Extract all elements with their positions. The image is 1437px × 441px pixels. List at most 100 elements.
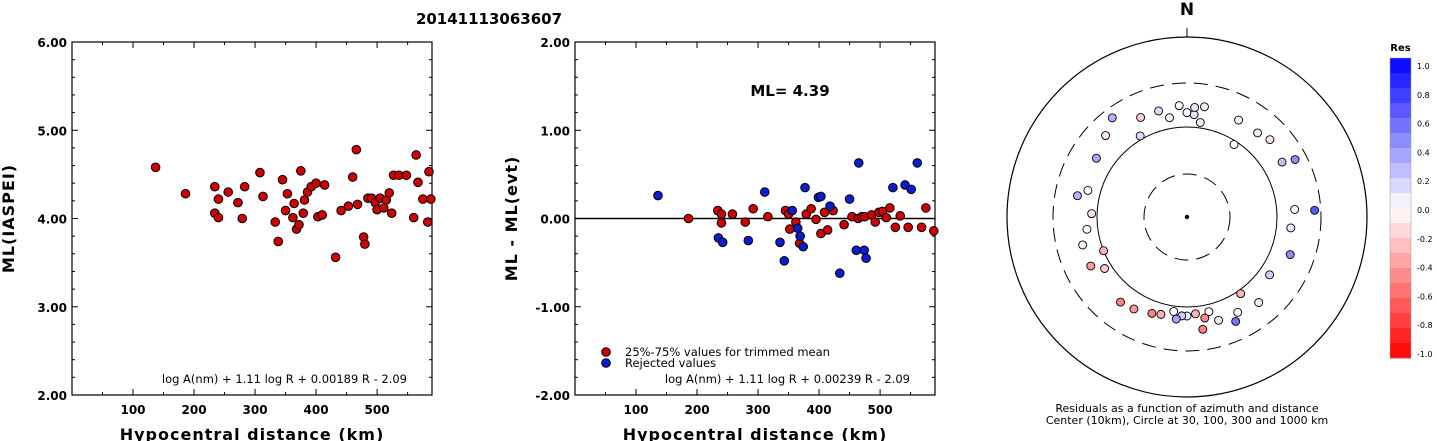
colorbar-segment xyxy=(1390,73,1411,89)
colorbar-segment xyxy=(1390,193,1411,209)
colorbar-segment xyxy=(1390,238,1411,254)
data-point xyxy=(408,212,419,223)
x-tick-label: 300 xyxy=(243,403,268,417)
station-residual-point xyxy=(1136,113,1146,122)
station-residual-point xyxy=(1083,185,1093,195)
data-point xyxy=(255,167,265,178)
colorbar-tick-label: -0.8 xyxy=(1417,321,1433,330)
trimmed-mean-point xyxy=(839,219,849,230)
trimmed-mean-point xyxy=(870,217,881,227)
trimmed-mean-point xyxy=(784,224,795,234)
rejected-point xyxy=(800,182,810,193)
x-tick-label: 400 xyxy=(304,403,329,417)
colorbar-segment xyxy=(1390,88,1411,104)
station-residual-point xyxy=(1086,261,1096,271)
station-residual-point xyxy=(1195,118,1205,127)
trimmed-mean-point xyxy=(921,203,931,213)
colorbar-tick-label: -0.4 xyxy=(1417,264,1433,273)
figure-title: 20141113063607 xyxy=(416,10,562,28)
rejected-point xyxy=(888,182,898,193)
data-point xyxy=(213,212,224,223)
station-residual-point xyxy=(1254,298,1264,307)
plot-frame xyxy=(71,41,433,396)
rejected-point xyxy=(717,237,728,248)
formula-label: log A(nm) + 1.11 log R + 0.00189 R - 2.0… xyxy=(162,372,407,386)
trimmed-mean-point xyxy=(885,203,895,213)
data-point xyxy=(317,210,327,220)
trimmed-mean-point xyxy=(716,209,727,219)
trimmed-mean-point xyxy=(881,212,891,223)
data-point xyxy=(213,194,224,204)
colorbar-segment xyxy=(1390,298,1411,314)
y-tick-label: 0.00 xyxy=(540,213,570,227)
colorbar-frame xyxy=(1389,57,1412,359)
rejected-point xyxy=(792,223,803,234)
ml-annotation: ML= 4.39 xyxy=(750,82,829,100)
rejected-point xyxy=(775,237,785,248)
data-point xyxy=(418,194,428,204)
station-residual-point xyxy=(1265,270,1275,280)
data-point xyxy=(336,205,346,216)
data-point xyxy=(351,144,362,155)
y-tick-label: 4.00 xyxy=(37,213,67,227)
colorbar-tick-label: 1.0 xyxy=(1417,62,1430,71)
y-axis-label: ML - ML(evt) xyxy=(502,156,521,282)
colorbar-segment xyxy=(1390,133,1411,149)
data-point xyxy=(352,199,363,210)
y-tick-label: -1.00 xyxy=(535,301,570,315)
colorbar-segment xyxy=(1390,148,1411,164)
legend-label: 25%-75% values for trimmed mean xyxy=(625,345,830,359)
data-point xyxy=(360,239,370,249)
station-residual-point xyxy=(1082,224,1092,234)
trimmed-mean-point xyxy=(903,222,913,233)
data-point xyxy=(386,208,397,219)
rejected-point xyxy=(743,235,754,246)
data-point xyxy=(330,252,341,263)
colorbar-segment xyxy=(1390,283,1411,299)
polar-caption-line2: Center (10km), Circle at 30, 100, 300 an… xyxy=(1046,414,1328,427)
rejected-point xyxy=(853,158,864,168)
trimmed-mean-point xyxy=(806,203,816,214)
station-residual-point xyxy=(1129,304,1139,314)
colorbar-tick-label: 0.8 xyxy=(1417,91,1430,100)
station-residual-point xyxy=(1214,315,1224,325)
trimmed-mean-point xyxy=(928,226,939,236)
station-residual-point xyxy=(1156,309,1166,319)
station-residual-point xyxy=(1087,209,1097,219)
x-tick-label: 500 xyxy=(868,403,893,417)
station-residual-point xyxy=(1091,153,1101,163)
station-residual-point xyxy=(1253,128,1263,138)
rejected-point xyxy=(779,256,790,266)
rejected-point xyxy=(798,241,809,252)
legend-label: Rejected values xyxy=(625,356,716,370)
colorbar-segment xyxy=(1390,163,1411,179)
residual-colorbar: Res 1.0 0.8 0.6 0.4 0.2 0.0 -0.2 -0.4 -0.6 -0.8 -1.… xyxy=(1389,43,1433,359)
station-residual-point xyxy=(1099,246,1109,256)
colorbar-title: Res xyxy=(1390,43,1410,54)
center-dot xyxy=(1184,214,1190,220)
station-residual-point xyxy=(1107,113,1117,123)
data-point xyxy=(413,177,423,188)
station-residual-point xyxy=(1277,157,1287,167)
data-point xyxy=(288,212,298,223)
x-tick-label: 300 xyxy=(746,403,771,417)
colorbar-segment xyxy=(1390,103,1411,119)
colorbar-segment xyxy=(1390,313,1411,329)
station-residual-point xyxy=(1233,307,1243,317)
station-residual-point xyxy=(1169,307,1179,316)
station-residual-point xyxy=(1200,102,1209,112)
y-tick-label: 3.00 xyxy=(37,301,67,315)
y-tick-label: 2.00 xyxy=(37,389,67,403)
trimmed-mean-point xyxy=(740,217,751,227)
data-point xyxy=(401,170,412,181)
rejected-point xyxy=(859,245,870,256)
station-residual-point xyxy=(1234,115,1243,125)
data-point xyxy=(311,178,321,188)
rejected-point xyxy=(906,184,917,195)
station-residual-point xyxy=(1101,131,1110,140)
rejected-point xyxy=(759,187,770,197)
colorbar-tick-label: -1.0 xyxy=(1417,350,1433,359)
azimuth-residual-polar-panel: N Residuals as a function of azimuth and … xyxy=(1006,0,1368,427)
trimmed-mean-point xyxy=(811,214,821,225)
data-point xyxy=(319,180,330,190)
